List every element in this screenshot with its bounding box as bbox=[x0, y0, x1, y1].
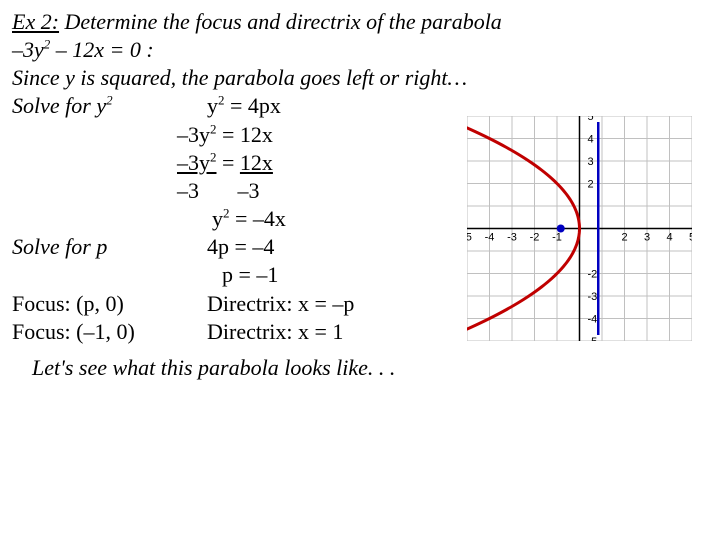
svg-text:-1: -1 bbox=[552, 232, 562, 244]
svg-text:-4: -4 bbox=[588, 314, 598, 326]
since-line: Since y is squared, the parabola goes le… bbox=[12, 64, 708, 92]
std-form: y2 = 4px bbox=[207, 92, 281, 120]
p-eq1: 4p = –4 bbox=[207, 233, 274, 261]
closing: Let's see what this parabola looks like.… bbox=[32, 354, 708, 382]
ex-label: Ex 2: bbox=[12, 9, 59, 34]
svg-text:3: 3 bbox=[588, 156, 594, 168]
svg-text:4: 4 bbox=[666, 232, 672, 244]
svg-text:-5: -5 bbox=[588, 336, 598, 341]
directrix1: Directrix: x = –p bbox=[207, 290, 354, 318]
solve-p-label: Solve for p bbox=[12, 233, 207, 261]
title-rest: Determine the focus and directrix of the… bbox=[59, 9, 502, 34]
svg-text:5: 5 bbox=[588, 116, 594, 123]
svg-text:3: 3 bbox=[644, 232, 650, 244]
svg-text:-3: -3 bbox=[507, 232, 517, 244]
focus1: Focus: (p, 0) bbox=[12, 290, 207, 318]
svg-text:-4: -4 bbox=[485, 232, 495, 244]
title-line: Ex 2: Determine the focus and directrix … bbox=[12, 8, 708, 36]
svg-text:-3: -3 bbox=[588, 291, 598, 303]
svg-text:2: 2 bbox=[621, 232, 627, 244]
solve-y2-label: Solve for y2 bbox=[12, 92, 207, 120]
svg-text:5: 5 bbox=[689, 232, 692, 244]
svg-text:-2: -2 bbox=[530, 232, 540, 244]
directrix2: Directrix: x = 1 bbox=[207, 318, 343, 346]
svg-text:-5: -5 bbox=[467, 232, 472, 244]
svg-text:-2: -2 bbox=[588, 269, 598, 281]
parabola-graph: -5-4-3-2-123452345-2-3-4-5 x bbox=[467, 116, 692, 341]
given-eq: –3y2 – 12x = 0 : bbox=[12, 36, 708, 64]
svg-text:2: 2 bbox=[588, 179, 594, 191]
svg-text:4: 4 bbox=[588, 134, 594, 146]
focus2: Focus: (–1, 0) bbox=[12, 318, 207, 346]
